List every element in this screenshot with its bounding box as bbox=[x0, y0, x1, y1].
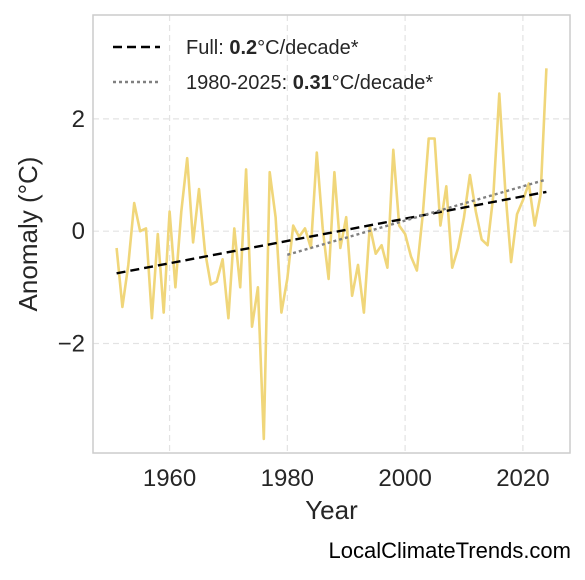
legend-full-unit: °C/decade* bbox=[257, 37, 359, 59]
watermark: LocalClimateTrends.com bbox=[328, 538, 572, 563]
plot-frame bbox=[92, 14, 571, 454]
y-tick-label: 2 bbox=[72, 106, 85, 133]
x-tick-label: 2020 bbox=[496, 465, 549, 492]
y-axis-label: Anomaly (°C) bbox=[13, 157, 43, 312]
x-tick-label: 1980 bbox=[261, 465, 314, 492]
y-tick-label: −2 bbox=[58, 331, 85, 358]
anomaly-series-line bbox=[115, 68, 548, 441]
y-tick-label: 0 bbox=[72, 218, 85, 245]
x-tick-label: 1960 bbox=[143, 465, 196, 492]
anomaly-chart: 1960 1980 2000 2020 −202 Year Anomaly (°C) … bbox=[13, 14, 571, 525]
legend-recent-rate: 0.31 bbox=[293, 72, 332, 94]
recent-trend-line bbox=[286, 178, 547, 256]
x-tick-label: 2000 bbox=[378, 465, 431, 492]
legend-full-rate: 0.2 bbox=[229, 37, 257, 59]
legend-recent-unit: °C/decade* bbox=[332, 72, 434, 94]
legend: Full: 0.2°C/decade* 1980-2025: 0.31°C/de… bbox=[113, 37, 433, 94]
legend-recent-prefix: 1980-2025: bbox=[186, 72, 293, 94]
legend-full-prefix: Full: bbox=[186, 37, 229, 59]
x-axis-label: Year bbox=[305, 495, 358, 525]
y-ticks: −2 0 2 bbox=[58, 106, 85, 358]
x-ticks: 1960 1980 2000 2020 bbox=[143, 465, 550, 492]
legend-recent-entry: 1980-2025: 0.31°C/decade* bbox=[186, 72, 433, 94]
grid bbox=[93, 15, 570, 453]
series-layer bbox=[115, 68, 548, 441]
legend-full-entry: Full: 0.2°C/decade* bbox=[186, 37, 359, 59]
full-trend-line bbox=[116, 190, 547, 275]
